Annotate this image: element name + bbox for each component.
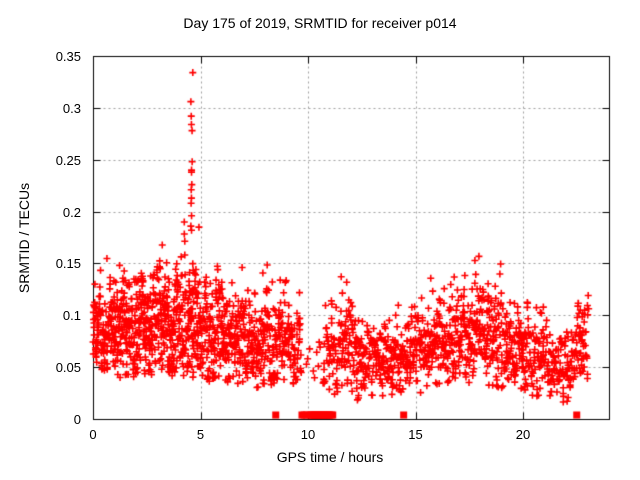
- y-tick-label: 0.05: [55, 360, 81, 376]
- y-tick-label: 0.35: [55, 49, 81, 64]
- x-tick-label: 20: [515, 427, 531, 442]
- x-tick-label: 0: [89, 427, 97, 442]
- y-axis-label: SRMTID / TECUs: [16, 182, 32, 294]
- x-tick-label: 15: [408, 427, 423, 442]
- x-tick-label: 5: [196, 427, 205, 442]
- x-axis-label: GPS time / hours: [276, 449, 384, 465]
- y-tick-label: 0.3: [62, 100, 81, 116]
- y-tick-label: 0.15: [55, 256, 81, 272]
- y-tick-label: 0: [73, 412, 81, 427]
- y-tick-label: 0.25: [55, 152, 81, 168]
- x-tick-label: 10: [300, 427, 316, 442]
- chart-title: Day 175 of 2019, SRMTID for receiver p01…: [183, 15, 457, 31]
- y-tick-label: 0.1: [62, 308, 81, 324]
- y-tick-label: 0.2: [62, 204, 81, 220]
